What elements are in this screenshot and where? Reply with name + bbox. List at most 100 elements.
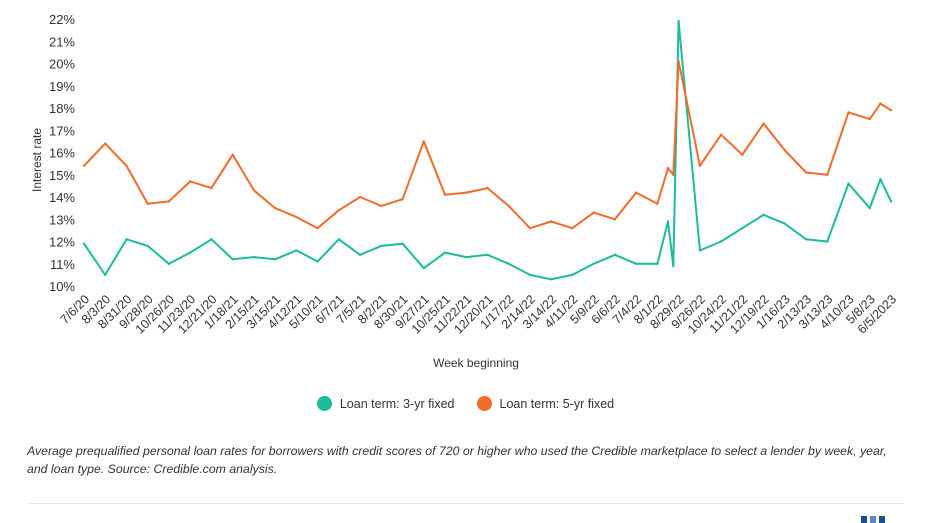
data-point (666, 220, 670, 223)
data-point (592, 211, 595, 214)
data-point (783, 149, 786, 152)
data-point (879, 102, 882, 105)
data-point (656, 262, 659, 265)
data-point (125, 164, 128, 167)
data-point (613, 218, 617, 221)
y-tick-label: 21% (49, 34, 75, 49)
data-point (613, 253, 617, 256)
data-point (719, 133, 723, 136)
chart-caption: Average prequalified personal loan rates… (27, 444, 887, 476)
data-point (571, 227, 574, 230)
data-point (677, 20, 680, 23)
x-axis-title: Week beginning (433, 356, 519, 370)
data-point (656, 202, 659, 205)
data-point (804, 238, 808, 241)
data-point (486, 186, 489, 190)
data-point (826, 173, 829, 176)
y-tick-label: 10% (49, 279, 75, 294)
legend-item-3yr[interactable]: Loan term: 3-yr fixed (316, 396, 455, 411)
y-tick-label: 22% (49, 12, 75, 27)
y-tick-label: 12% (49, 235, 75, 250)
data-point (571, 273, 574, 277)
data-point (273, 258, 277, 261)
data-point (889, 109, 893, 112)
data-point (486, 253, 489, 256)
y-tick-label: 17% (49, 123, 75, 138)
brand-logo (861, 516, 891, 523)
legend-swatch-5yr (476, 396, 492, 411)
data-point (879, 178, 882, 181)
line-chart: 10%11%12%13%14%15%16%17%18%19%20%21%22% … (30, 12, 900, 370)
data-point (295, 249, 298, 252)
y-tick-label: 15% (49, 168, 75, 183)
data-point (189, 180, 192, 183)
data-point (741, 227, 744, 230)
y-tick-label: 13% (49, 212, 75, 227)
y-tick-label: 16% (49, 146, 75, 161)
data-point (847, 111, 850, 114)
data-point (358, 253, 362, 256)
data-point (82, 164, 86, 167)
data-point (231, 153, 234, 156)
data-point (82, 242, 86, 245)
data-point (465, 255, 468, 259)
data-point (868, 117, 871, 121)
data-point (443, 193, 447, 196)
data-point (380, 204, 383, 208)
data-point (847, 182, 850, 185)
data-point (762, 213, 765, 216)
data-point (550, 220, 553, 223)
data-point (104, 142, 107, 145)
y-tick-label: 18% (49, 101, 75, 116)
data-point (507, 262, 510, 265)
y-tick-label: 20% (49, 57, 75, 72)
data-point (528, 227, 532, 230)
y-tick-label: 14% (49, 190, 75, 205)
data-point (273, 206, 277, 210)
y-tick-label: 19% (49, 79, 75, 94)
data-point (295, 215, 298, 219)
data-point (252, 189, 256, 192)
legend-label-5yr: Loan term: 5-yr fixed (499, 396, 615, 411)
data-point (889, 200, 893, 203)
series-3yr-fixed (82, 20, 893, 281)
data-point (125, 238, 128, 241)
series-line (83, 20, 892, 281)
data-point (826, 240, 829, 243)
data-point (672, 264, 675, 268)
x-axis-ticks: 7/6/208/3/208/31/209/28/2010/26/2011/23/… (58, 292, 900, 336)
data-point (528, 273, 532, 277)
legend-item-5yr[interactable]: Loan term: 5-yr fixed (476, 396, 615, 411)
data-point (210, 238, 213, 241)
data-point (666, 166, 670, 170)
data-point (316, 227, 319, 230)
data-point (189, 251, 192, 254)
data-point (380, 244, 383, 248)
series-line (83, 60, 892, 230)
y-tick-label: 11% (50, 257, 75, 272)
data-point (672, 173, 675, 176)
y-axis-ticks: 10% 11% 12% 13% 14% 15% 16% 17% 18% 19% 20% 21% 22% (49, 12, 75, 294)
data-point (231, 258, 234, 261)
data-point (635, 191, 638, 194)
data-point (762, 122, 765, 125)
data-point (146, 202, 149, 205)
data-point (337, 209, 340, 212)
data-point (316, 260, 319, 263)
data-point (592, 262, 595, 265)
data-point (358, 195, 362, 199)
data-point (507, 204, 510, 208)
data-point (550, 278, 553, 281)
data-point (401, 198, 404, 201)
data-point (804, 171, 808, 174)
data-point (783, 222, 786, 225)
legend-label-3yr: Loan term: 3-yr fixed (339, 396, 455, 411)
divider (27, 503, 904, 504)
data-point (252, 255, 256, 259)
data-point (635, 262, 638, 265)
data-point (422, 267, 425, 270)
data-point (443, 251, 447, 254)
data-point (337, 238, 340, 241)
data-point (146, 244, 149, 248)
data-point (422, 140, 425, 143)
